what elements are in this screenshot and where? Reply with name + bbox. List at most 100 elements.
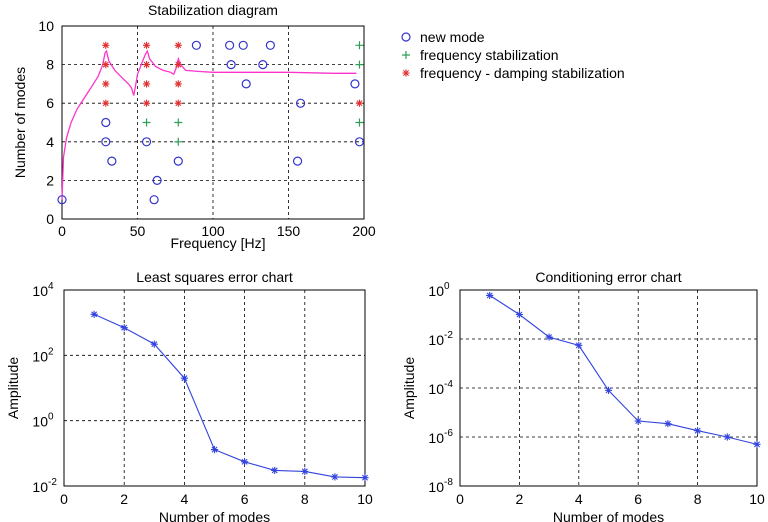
circle-point [226,59,236,70]
y-tick-label: 10 [428,430,444,446]
star-point [102,80,110,88]
x-tick-label: 6 [241,491,249,507]
circle-point [173,156,183,166]
circle-point [241,79,251,89]
x-tick-label: 2 [120,491,128,507]
chart-title: Least squares error chart [136,269,293,285]
plot-frame [61,25,365,220]
y-tick-label: 0 [46,211,54,227]
circle-point [191,40,201,50]
y-tick-label: 10 [32,348,48,364]
error-point [210,446,219,454]
y-axis-label: Amplitude [5,357,21,419]
circle-point [141,137,152,147]
y-tick-label: 10 [428,479,444,495]
x-tick-label: 0 [456,491,464,507]
star-point [102,99,110,107]
circle-point [101,137,111,147]
circle-point [258,59,268,70]
y-tick-label: 2 [46,172,54,188]
star-point [142,80,151,88]
x-tick-label: 4 [181,491,189,507]
y-tick-label: 6 [46,95,54,111]
y-tick-exponent: 0 [48,412,54,423]
error-point [486,291,494,300]
x-tick-label: 100 [201,223,225,239]
star-point [174,99,182,107]
error-point [604,386,613,394]
error-point [241,458,249,466]
circle-point [295,98,306,108]
legend-marker [401,32,411,42]
error-point [120,324,128,332]
legend-marker [402,51,410,59]
circle-point [152,175,162,185]
x-axis-label: Number of modes [159,509,270,522]
y-tick-exponent: -2 [444,330,453,341]
circle-point [350,79,360,89]
star-point [102,61,110,69]
y-tick-label: 8 [46,57,54,73]
x-tick-label: 150 [277,223,301,239]
x-tick-label: 2 [516,491,524,507]
x-tick-label: 200 [352,223,376,239]
legend-label: frequency stabilization [420,47,559,63]
y-tick-label: 10 [32,283,48,299]
star-point [142,41,151,49]
plus-point [355,41,364,50]
star-point [355,99,364,107]
error-point [361,474,369,482]
y-tick-exponent: -8 [444,477,453,488]
circle-point [101,117,111,128]
circle-point [149,195,159,205]
circle-point [292,156,303,166]
error-point [271,466,279,475]
star-point [142,99,151,107]
stabilization-chart: 0 50 100 150 200 0 2 4 6 8 10 Stabilization diagram… [12,2,376,251]
error-point [331,473,339,481]
legend-label: new mode [420,29,485,45]
error-point [664,420,672,428]
error-point [575,341,583,349]
circle-point [238,40,248,50]
y-tick-exponent: -6 [444,428,453,439]
frf-curve [61,49,357,200]
x-tick-label: 8 [301,491,309,507]
legend-label: frequency - damping stabilization [420,65,625,81]
error-line [93,313,366,479]
y-tick-label: 10 [32,414,48,430]
error-point [180,374,188,382]
x-tick-label: 8 [694,491,702,507]
star-point [142,61,151,69]
chart-title: Conditioning error chart [535,269,681,285]
y-tick-exponent: -2 [48,477,57,488]
plot-frame [459,289,758,487]
plus-point [355,118,364,127]
circle-point [265,40,275,50]
x-tick-label: 6 [634,491,642,507]
legend-marker [402,69,410,77]
star-point [102,41,110,49]
y-tick-exponent: 2 [48,346,54,357]
x-tick-label: 10 [357,491,373,507]
star-point [174,61,182,69]
plot-frame [63,289,366,487]
stabilization-legend: new mode frequency stabilization frequency… [401,29,625,81]
circle-point [107,156,117,166]
y-tick-label: 10 [32,479,48,495]
y-tick-exponent: 0 [444,281,450,292]
plus-point [355,60,364,69]
y-axis-label: Number of modes [12,67,28,178]
y-tick-exponent: 4 [48,281,54,292]
circle-point [57,195,67,205]
plus-point [174,118,183,127]
error-point [634,417,642,425]
y-tick-label: 4 [46,134,54,150]
error-point [301,467,309,475]
plus-point [142,118,151,127]
error-line [489,294,758,445]
y-axis-label: Amplitude [401,357,417,419]
